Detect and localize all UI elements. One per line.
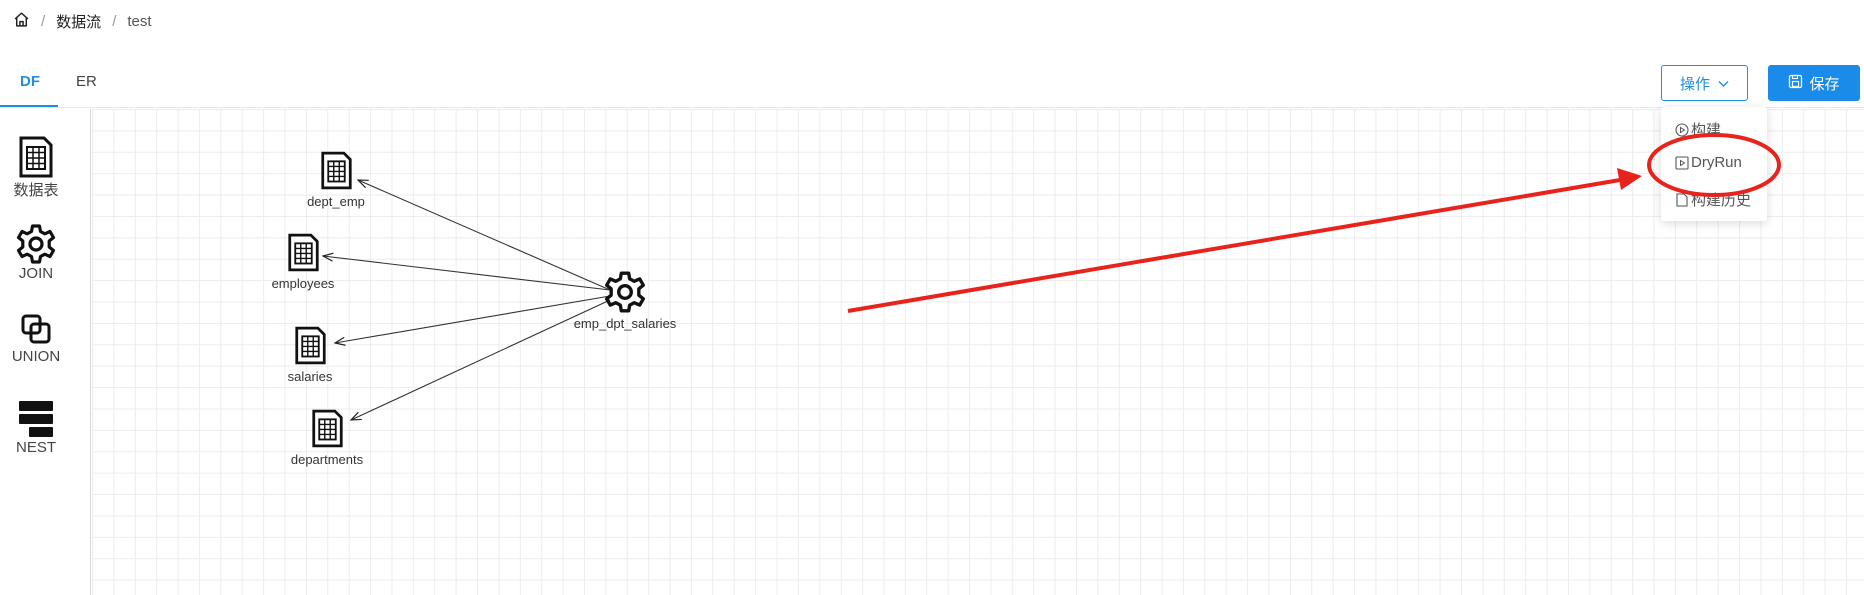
node-palette: 数据表 JOIN UNION NEST bbox=[0, 109, 91, 595]
table-file-icon bbox=[311, 409, 343, 448]
palette-item-union[interactable]: UNION bbox=[0, 313, 72, 365]
table-node-label: employees bbox=[271, 276, 335, 291]
table-node[interactable]: employees bbox=[264, 232, 342, 291]
table-file-icon bbox=[294, 326, 326, 365]
edge-dept-emp bbox=[358, 180, 611, 291]
palette-item-nest[interactable]: NEST bbox=[0, 399, 72, 456]
tab-df[interactable]: DF bbox=[20, 73, 40, 90]
table-node-label: departments bbox=[290, 452, 364, 467]
chevron-down-icon bbox=[1718, 75, 1729, 92]
table-node[interactable]: departments bbox=[282, 408, 372, 467]
table-file-icon bbox=[287, 233, 319, 272]
palette-label: 数据表 bbox=[13, 182, 59, 199]
menu-item-label: DryRun bbox=[1691, 154, 1742, 171]
breadcrumb-item-dataflow[interactable]: 数据流 bbox=[56, 13, 102, 31]
table-file-icon bbox=[19, 136, 53, 178]
palette-label: JOIN bbox=[18, 265, 54, 282]
union-icon bbox=[21, 314, 51, 344]
gear-icon bbox=[16, 224, 56, 264]
palette-label: UNION bbox=[11, 348, 61, 365]
menu-item-label: 构建 bbox=[1691, 122, 1722, 139]
tab-bar: DF ER bbox=[0, 56, 1864, 108]
play-square-icon bbox=[1675, 155, 1689, 170]
join-node-label: emp_dpt_salaries bbox=[573, 316, 677, 331]
breadcrumb-item-current: test bbox=[127, 12, 152, 30]
table-node[interactable]: dept_emp bbox=[300, 150, 372, 209]
table-node-label: dept_emp bbox=[307, 194, 365, 209]
table-file-icon bbox=[320, 151, 352, 190]
menu-item-build[interactable]: 构建 bbox=[1675, 119, 1721, 140]
operations-dropdown: 构建 DryRun 构建历史 bbox=[1661, 107, 1767, 221]
breadcrumb-separator: / bbox=[112, 12, 117, 30]
save-label: 保存 bbox=[1809, 75, 1840, 93]
home-icon[interactable] bbox=[13, 11, 30, 32]
menu-item-label: 构建历史 bbox=[1691, 192, 1752, 209]
join-node[interactable]: emp_dpt_salaries bbox=[565, 270, 685, 331]
breadcrumb: / 数据流 / test bbox=[13, 10, 152, 32]
palette-item-table[interactable]: 数据表 bbox=[0, 135, 72, 200]
menu-item-build-history[interactable]: 构建历史 bbox=[1675, 189, 1751, 210]
save-icon bbox=[1788, 74, 1803, 93]
save-button[interactable]: 保存 bbox=[1768, 65, 1860, 101]
palette-label: NEST bbox=[15, 439, 56, 456]
menu-item-dryrun[interactable]: DryRun bbox=[1675, 154, 1742, 171]
edge-employees bbox=[323, 256, 611, 291]
document-icon bbox=[1676, 192, 1688, 207]
tab-er[interactable]: ER bbox=[76, 73, 97, 90]
table-node-label: salaries bbox=[287, 369, 333, 384]
play-circle-icon bbox=[1675, 122, 1689, 137]
operations-button[interactable]: 操作 bbox=[1661, 65, 1748, 101]
palette-item-join[interactable]: JOIN bbox=[0, 223, 72, 282]
breadcrumb-separator: / bbox=[41, 12, 46, 30]
tab-active-indicator bbox=[0, 105, 58, 107]
operations-label: 操作 bbox=[1679, 75, 1710, 93]
edge-departments bbox=[351, 299, 611, 420]
table-node[interactable]: salaries bbox=[278, 325, 342, 384]
gear-icon bbox=[604, 271, 646, 313]
edge-salaries bbox=[335, 295, 611, 343]
nest-icon bbox=[19, 401, 53, 437]
